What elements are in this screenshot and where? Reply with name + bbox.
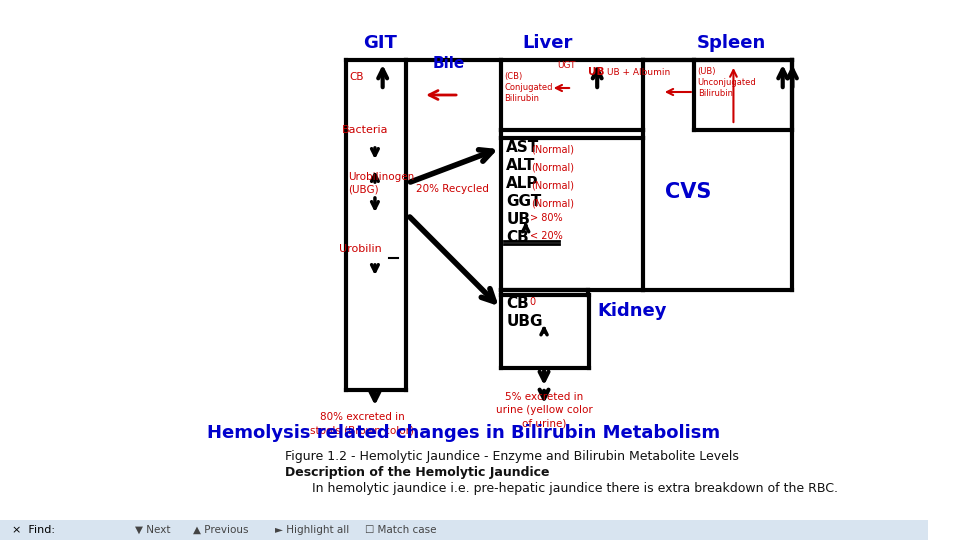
Text: (Normal): (Normal) xyxy=(532,144,574,154)
Text: Liver: Liver xyxy=(523,34,573,52)
Text: 0: 0 xyxy=(530,297,536,307)
Text: (Normal): (Normal) xyxy=(532,180,574,190)
Bar xyxy=(0,520,927,540)
Text: ▼ Next: ▼ Next xyxy=(135,525,171,535)
Text: (Normal): (Normal) xyxy=(532,198,574,208)
Text: Figure 1.2 - Hemolytic Jaundice - Enzyme and Bilirubin Metabolite Levels: Figure 1.2 - Hemolytic Jaundice - Enzyme… xyxy=(285,450,739,463)
Text: In hemolytic jaundice i.e. pre-hepatic jaundice there is extra breakdown of the : In hemolytic jaundice i.e. pre-hepatic j… xyxy=(312,482,838,495)
Text: GIT: GIT xyxy=(363,34,396,52)
Text: ► Highlight all: ► Highlight all xyxy=(276,525,349,535)
Text: > 80%: > 80% xyxy=(530,213,563,223)
Text: CVS: CVS xyxy=(665,182,711,202)
Text: CB: CB xyxy=(349,72,364,82)
Text: UGT: UGT xyxy=(558,61,576,70)
Text: UB: UB xyxy=(588,67,604,77)
Text: UB: UB xyxy=(506,212,530,227)
Text: CB: CB xyxy=(506,296,529,311)
Text: (CB)
Conjugated
Bilirubin: (CB) Conjugated Bilirubin xyxy=(504,72,553,103)
Text: (UB)
Unconjugated
Bilirubin: (UB) Unconjugated Bilirubin xyxy=(698,67,756,98)
Text: GGT: GGT xyxy=(506,194,541,209)
Text: ▲ Previous: ▲ Previous xyxy=(193,525,249,535)
Text: ALT: ALT xyxy=(506,158,536,173)
Text: Bile: Bile xyxy=(432,56,465,71)
Text: Hemolysis related changes in Bilirubin Metabolism: Hemolysis related changes in Bilirubin M… xyxy=(207,424,720,442)
Text: UB + Albumin: UB + Albumin xyxy=(607,68,670,77)
Text: UBG: UBG xyxy=(506,314,542,329)
Text: ×  Find:: × Find: xyxy=(12,525,55,535)
Text: < 20%: < 20% xyxy=(530,231,563,241)
Text: AST: AST xyxy=(506,140,540,155)
Text: Kidney: Kidney xyxy=(597,302,666,320)
Text: ALP: ALP xyxy=(506,176,539,191)
Text: 5% excreted in
urine (yellow color
of urine): 5% excreted in urine (yellow color of ur… xyxy=(495,392,592,428)
Text: Urobilin: Urobilin xyxy=(339,244,382,254)
Text: (Normal): (Normal) xyxy=(532,162,574,172)
Text: Urobilinogen
(UBG): Urobilinogen (UBG) xyxy=(348,172,414,194)
Text: Bacteria: Bacteria xyxy=(342,125,389,135)
Text: 20% Recycled: 20% Recycled xyxy=(416,184,489,194)
Text: CB: CB xyxy=(506,230,529,245)
Text: Description of the Hemolytic Jaundice: Description of the Hemolytic Jaundice xyxy=(285,466,549,479)
Text: ☐ Match case: ☐ Match case xyxy=(365,525,437,535)
Text: 80% excreted in
stools (Brown color): 80% excreted in stools (Brown color) xyxy=(310,412,415,435)
Text: Spleen: Spleen xyxy=(697,34,766,52)
